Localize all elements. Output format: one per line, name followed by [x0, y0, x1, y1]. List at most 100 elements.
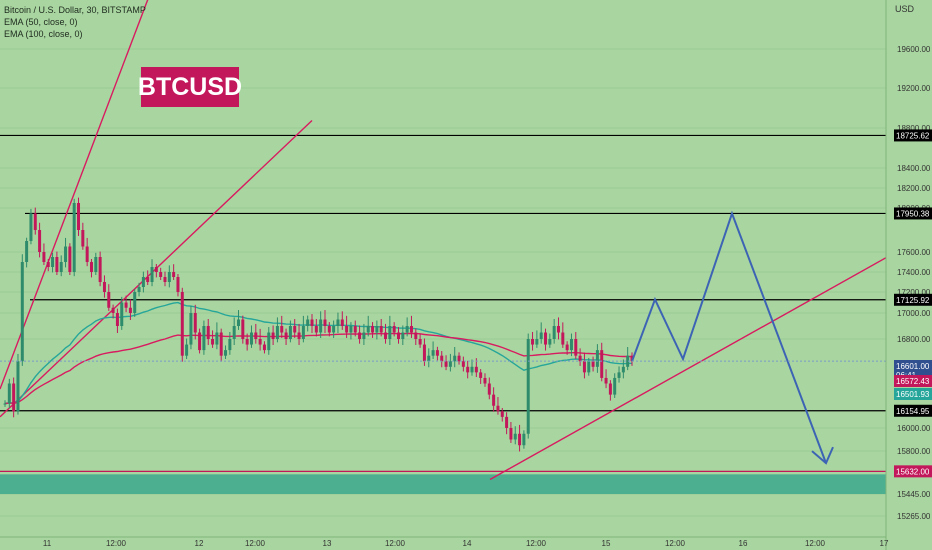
candle-body-62: [271, 332, 275, 339]
candle-body-71: [310, 319, 314, 326]
candle-body-67: [293, 326, 297, 333]
candle-body-121: [526, 339, 530, 434]
candle-body-79: [345, 326, 349, 333]
y-tick-label: 15265.00: [897, 512, 931, 521]
candle-body-120: [522, 433, 526, 446]
candle-body-73: [319, 319, 323, 333]
candle-body-126: [548, 339, 552, 345]
chart-legend: Bitcoin / U.S. Dollar, 30, BITSTAMP EMA …: [4, 4, 146, 40]
candle-body-130: [565, 344, 569, 351]
candle-body-7: [33, 213, 37, 230]
x-tick-label: 17: [880, 539, 889, 548]
candle-body-43: [189, 313, 193, 345]
candle-body-74: [323, 319, 327, 326]
candle-body-3: [16, 361, 20, 412]
candle-body-104: [453, 355, 457, 362]
candle-body-33: [146, 277, 150, 282]
candle-body-82: [358, 332, 362, 339]
candle-body-68: [297, 332, 301, 339]
candle-body-30: [133, 292, 137, 313]
candle-body-58: [254, 332, 258, 339]
candle-body-129: [561, 332, 565, 345]
candle-body-134: [582, 361, 586, 373]
candle-body-91: [396, 332, 400, 339]
candle-body-128: [556, 326, 560, 333]
candle-body-144: [626, 355, 630, 367]
axis-panel: [886, 0, 932, 550]
candle-body-102: [444, 361, 448, 367]
candle-body-87: [379, 326, 383, 333]
candle-body-11: [51, 257, 55, 267]
candle-body-108: [470, 366, 474, 373]
candle-body-0: [3, 403, 7, 405]
price-axis: 19600.00 19200.00 18800.00 18400.00 18200.00…: [885, 0, 932, 550]
candle-body-9: [42, 252, 46, 262]
candle-body-52: [228, 339, 232, 351]
candle-body-12: [55, 257, 59, 272]
candle-body-51: [224, 350, 228, 356]
candle-body-17: [77, 203, 81, 230]
candle-body-6: [29, 213, 33, 241]
price-tag-1: 16572.43: [896, 377, 930, 386]
candle-body-23: [102, 282, 106, 292]
candle-body-83: [362, 332, 366, 339]
candle-body-29: [128, 307, 132, 313]
candle-body-24: [107, 292, 111, 308]
x-tick-label: 14: [463, 539, 472, 548]
horizontal-levels: [0, 134, 886, 472]
symbol-badge: BTCUSD: [138, 67, 242, 107]
price-tag-0: 16601.00: [896, 362, 930, 371]
x-tick-label: 12:00: [106, 539, 127, 548]
candle-body-77: [336, 319, 340, 326]
candle-body-124: [539, 332, 543, 339]
y-tick-label: 15445.00: [897, 490, 931, 499]
y-tick-label: 16800.00: [897, 335, 931, 344]
candle-body-86: [375, 326, 379, 333]
candle-body-105: [457, 355, 461, 362]
candle-body-39: [172, 272, 176, 277]
candle-body-19: [85, 246, 89, 262]
candle-body-22: [98, 257, 102, 282]
candle-body-80: [349, 326, 353, 333]
candles: [3, 197, 634, 452]
candle-body-5: [25, 241, 29, 262]
candle-body-36: [159, 272, 163, 277]
candle-body-118: [513, 433, 517, 440]
projection-arrowhead: [811, 446, 834, 465]
candle-body-90: [392, 326, 396, 333]
y-tick-label: 16000.00: [897, 424, 931, 433]
price-tag-2: 16501.93: [896, 390, 930, 399]
x-tick-label: 15: [602, 539, 611, 548]
candle-body-85: [371, 326, 375, 333]
candle-body-93: [405, 326, 409, 333]
candle-body-137: [595, 350, 599, 367]
candle-body-106: [461, 361, 465, 367]
candle-body-37: [163, 277, 167, 282]
candle-body-28: [124, 302, 128, 308]
candle-body-8: [38, 230, 42, 252]
level-tag-4: 15632.00: [896, 467, 930, 476]
candle-body-53: [232, 326, 236, 339]
candle-body-16: [72, 203, 76, 272]
candle-body-89: [388, 326, 392, 339]
candle-body-47: [206, 326, 210, 339]
x-tick-label: 11: [43, 539, 52, 548]
candle-body-4: [20, 262, 24, 362]
symbol-label: Bitcoin / U.S. Dollar, 30, BITSTAMP: [4, 5, 146, 15]
candle-body-142: [617, 372, 621, 378]
candle-body-94: [409, 326, 413, 333]
y-tick-label: 17000.00: [897, 309, 931, 318]
candle-body-34: [150, 267, 154, 282]
candle-body-14: [64, 246, 68, 262]
candle-body-112: [487, 383, 491, 395]
candle-body-132: [574, 339, 578, 356]
candle-body-56: [245, 339, 249, 345]
candle-body-1: [7, 383, 11, 404]
support-zone: [0, 474, 886, 494]
level-tag-bg-2: [894, 293, 932, 306]
candle-body-138: [600, 350, 604, 378]
level-tag-0: 18725.62: [896, 131, 930, 140]
time-axis: 11 12:00 12 12:00 13 12:00 14 12:00 15 12:00 16 12:…: [0, 536, 889, 548]
x-tick-label: 12:00: [805, 539, 826, 548]
